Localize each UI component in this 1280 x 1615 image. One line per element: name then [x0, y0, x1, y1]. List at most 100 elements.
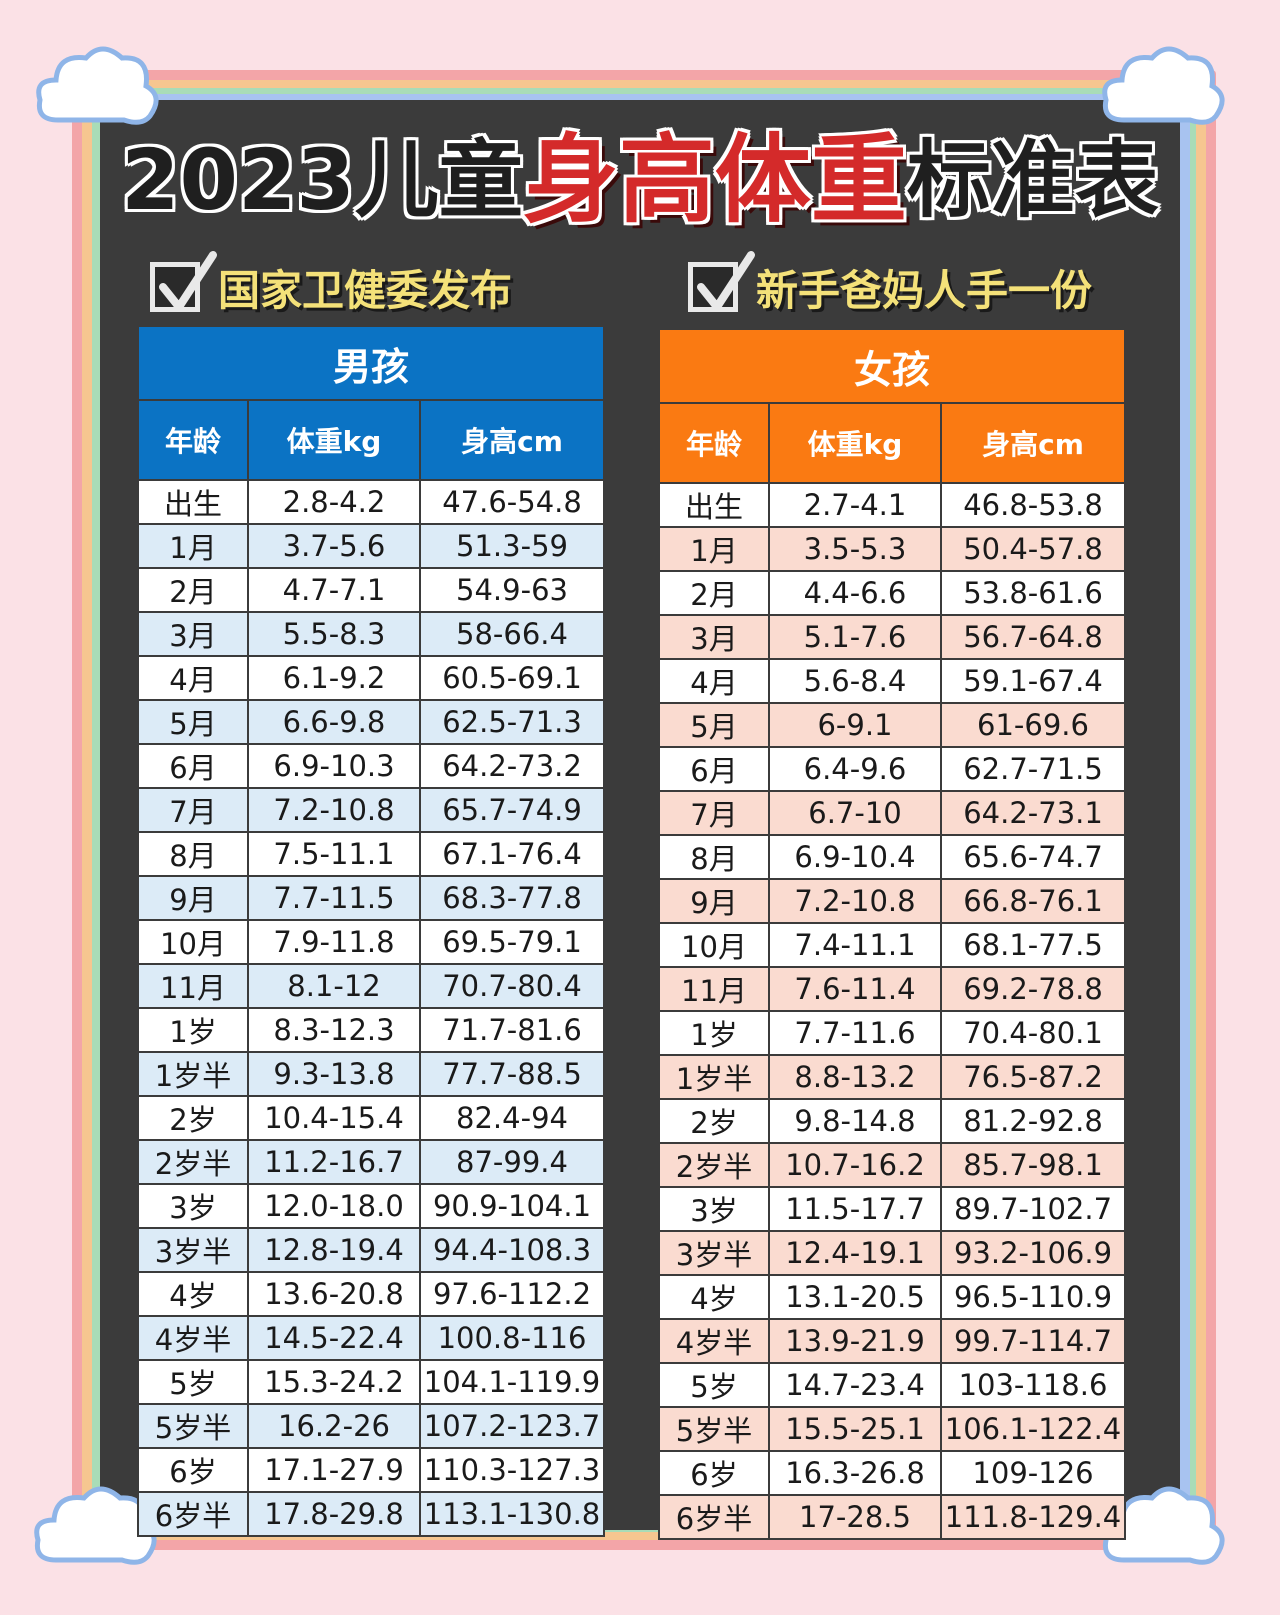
age-cell: 出生 [658, 482, 770, 528]
age-cell: 3岁半 [137, 1227, 249, 1273]
age-cell: 10月 [658, 922, 770, 968]
column-header-height: 身高cm [939, 402, 1127, 484]
weight-cell: 13.1-20.5 [768, 1274, 942, 1320]
age-cell: 1月 [658, 526, 770, 572]
height-cell: 96.5-110.9 [939, 1274, 1127, 1320]
table-row: 3月 5.1-7.6 56.7-64.8 [658, 614, 1127, 660]
age-cell: 4月 [658, 658, 770, 704]
age-cell: 3月 [137, 611, 249, 657]
weight-cell: 15.3-24.2 [247, 1359, 421, 1405]
age-cell: 5月 [137, 699, 249, 745]
weight-cell: 14.7-23.4 [768, 1362, 942, 1408]
table-row: 11月 8.1-12 70.7-80.4 [137, 963, 606, 1009]
table-row: 5月 6.6-9.8 62.5-71.3 [137, 699, 606, 745]
table-row: 1月 3.5-5.3 50.4-57.8 [658, 526, 1127, 572]
age-cell: 8月 [658, 834, 770, 880]
checkbox-checked-icon [150, 251, 217, 312]
table-row: 10月 7.4-11.1 68.1-77.5 [658, 922, 1127, 968]
weight-cell: 7.4-11.1 [768, 922, 942, 968]
title-part-suffix: 标准表 [906, 131, 1159, 229]
cloud-icon [1102, 46, 1225, 125]
age-cell: 1月 [137, 523, 249, 569]
height-cell: 54.9-63 [418, 567, 606, 613]
weight-cell: 6.1-9.2 [247, 655, 421, 701]
height-cell: 58-66.4 [418, 611, 606, 657]
weight-cell: 10.7-16.2 [768, 1142, 942, 1188]
age-cell: 7月 [658, 790, 770, 836]
age-cell: 3月 [658, 614, 770, 660]
weight-cell: 12.4-19.1 [768, 1230, 942, 1276]
table-row: 11月 7.6-11.4 69.2-78.8 [658, 966, 1127, 1012]
table-row: 7月 7.2-10.8 65.7-74.9 [137, 787, 606, 833]
table-row: 1月 3.7-5.6 51.3-59 [137, 523, 606, 569]
height-cell: 81.2-92.8 [939, 1098, 1127, 1144]
boys-table-body: 出生 2.8-4.2 47.6-54.8 1月 3.7-5.6 51.3-59 2月 4.7-… [137, 479, 606, 1537]
weight-cell: 6-9.1 [768, 702, 942, 748]
height-cell: 87-99.4 [418, 1139, 606, 1185]
girls-table: 女孩 年龄 体重kg 身高cm 出生 2.7-4.1 46.8-53.8 1月 3.5-… [657, 328, 1127, 1540]
table-row: 3岁半 12.8-19.4 94.4-108.3 [137, 1227, 606, 1273]
height-cell: 61-69.6 [939, 702, 1127, 748]
table-row: 5岁 14.7-23.4 103-118.6 [658, 1362, 1127, 1408]
subtitle-left-text: 国家卫健委发布 [218, 265, 513, 315]
age-cell: 4月 [137, 655, 249, 701]
weight-cell: 2.8-4.2 [247, 479, 421, 525]
table-row: 4岁半 14.5-22.4 100.8-116 [137, 1315, 606, 1361]
boys-table-title: 男孩 [136, 325, 606, 401]
cloud-icon [34, 1486, 157, 1565]
page-title: 2023儿童 身高体重 标准表 [112, 120, 1168, 240]
table-row: 4岁 13.1-20.5 96.5-110.9 [658, 1274, 1127, 1320]
height-cell: 62.7-71.5 [939, 746, 1127, 792]
height-cell: 69.5-79.1 [418, 919, 606, 965]
weight-cell: 9.3-13.8 [247, 1051, 421, 1097]
age-cell: 6月 [137, 743, 249, 789]
height-cell: 94.4-108.3 [418, 1227, 606, 1273]
weight-cell: 14.5-22.4 [247, 1315, 421, 1361]
table-row: 1岁半 9.3-13.8 77.7-88.5 [137, 1051, 606, 1097]
column-header-age: 年龄 [137, 399, 249, 481]
table-row: 9月 7.2-10.8 66.8-76.1 [658, 878, 1127, 924]
weight-cell: 5.5-8.3 [247, 611, 421, 657]
weight-cell: 7.6-11.4 [768, 966, 942, 1012]
age-cell: 2岁 [658, 1098, 770, 1144]
girls-table-body: 出生 2.7-4.1 46.8-53.8 1月 3.5-5.3 50.4-57.8 2月 4.… [658, 482, 1127, 1540]
weight-cell: 2.7-4.1 [768, 482, 942, 528]
age-cell: 9月 [137, 875, 249, 921]
table-row: 6月 6.4-9.6 62.7-71.5 [658, 746, 1127, 792]
table-row: 5岁半 15.5-25.1 106.1-122.4 [658, 1406, 1127, 1452]
table-row: 3岁 11.5-17.7 89.7-102.7 [658, 1186, 1127, 1232]
table-row: 5岁半 16.2-26 107.2-123.7 [137, 1403, 606, 1449]
age-cell: 2岁半 [658, 1142, 770, 1188]
table-row: 2月 4.7-7.1 54.9-63 [137, 567, 606, 613]
age-cell: 3岁半 [658, 1230, 770, 1276]
height-cell: 113.1-130.8 [418, 1491, 606, 1537]
weight-cell: 6.6-9.8 [247, 699, 421, 745]
height-cell: 109-126 [939, 1450, 1127, 1496]
age-cell: 11月 [658, 966, 770, 1012]
height-cell: 53.8-61.6 [939, 570, 1127, 616]
subtitle-left: 国家卫健委发布 [150, 251, 513, 322]
age-cell: 1岁半 [137, 1051, 249, 1097]
height-cell: 104.1-119.9 [418, 1359, 606, 1405]
weight-cell: 12.0-18.0 [247, 1183, 421, 1229]
age-cell: 1岁 [137, 1007, 249, 1053]
table-row: 3月 5.5-8.3 58-66.4 [137, 611, 606, 657]
table-row: 5岁 15.3-24.2 104.1-119.9 [137, 1359, 606, 1405]
weight-cell: 6.9-10.3 [247, 743, 421, 789]
weight-cell: 17-28.5 [768, 1494, 942, 1540]
weight-cell: 3.5-5.3 [768, 526, 942, 572]
age-cell: 1岁半 [658, 1054, 770, 1100]
weight-cell: 16.2-26 [247, 1403, 421, 1449]
height-cell: 82.4-94 [418, 1095, 606, 1141]
age-cell: 6岁半 [137, 1491, 249, 1537]
height-cell: 100.8-116 [418, 1315, 606, 1361]
height-cell: 107.2-123.7 [418, 1403, 606, 1449]
weight-cell: 5.6-8.4 [768, 658, 942, 704]
table-row: 6月 6.9-10.3 64.2-73.2 [137, 743, 606, 789]
table-row: 6岁 16.3-26.8 109-126 [658, 1450, 1127, 1496]
age-cell: 6岁 [137, 1447, 249, 1493]
weight-cell: 17.8-29.8 [247, 1491, 421, 1537]
age-cell: 2岁 [137, 1095, 249, 1141]
weight-cell: 6.4-9.6 [768, 746, 942, 792]
table-row: 8月 6.9-10.4 65.6-74.7 [658, 834, 1127, 880]
